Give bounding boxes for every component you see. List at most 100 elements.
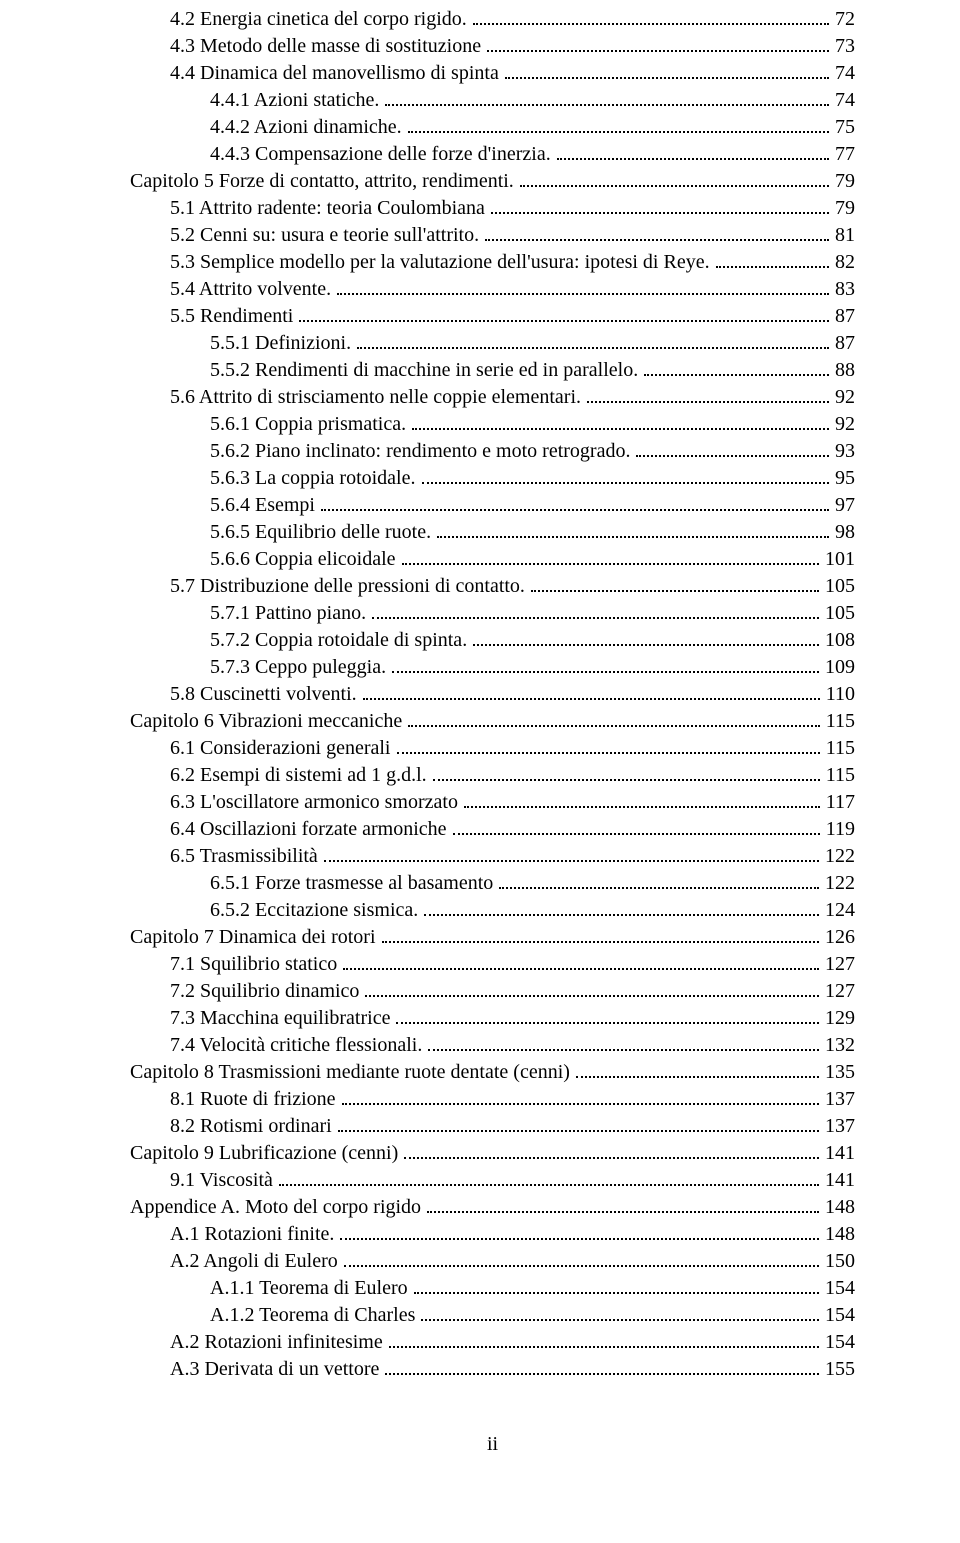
toc-entry: 4.4 Dinamica del manovellismo di spinta7… — [130, 60, 855, 87]
toc-label: A.2 Rotazioni infinitesime — [170, 1329, 387, 1356]
toc-leader-dots — [414, 1292, 819, 1294]
toc-page-number: 115 — [822, 762, 855, 789]
toc-leader-dots — [365, 995, 819, 997]
toc-label: 5.4 Attrito volvente. — [170, 276, 335, 303]
toc-entry: 5.7 Distribuzione delle pressioni di con… — [130, 573, 855, 600]
toc-label: 4.4.3 Compensazione delle forze d'inerzi… — [210, 141, 555, 168]
toc-entry: Capitolo 8 Trasmissioni mediante ruote d… — [130, 1059, 855, 1086]
toc-leader-dots — [428, 1049, 819, 1051]
toc-entry: 5.8 Cuscinetti volventi.110 — [130, 681, 855, 708]
toc-entry: 5.6.5 Equilibrio delle ruote. 98 — [130, 519, 855, 546]
toc-page-number: 126 — [821, 924, 855, 951]
toc-label: 5.5.1 Definizioni. — [210, 330, 355, 357]
toc-page-number: 108 — [821, 627, 855, 654]
toc-leader-dots — [385, 1373, 819, 1375]
toc-leader-dots — [408, 725, 820, 727]
toc-entry: 6.1 Considerazioni generali115 — [130, 735, 855, 762]
page-footer-number: ii — [130, 1431, 855, 1458]
toc-leader-dots — [531, 590, 819, 592]
toc-page-number: 87 — [831, 303, 855, 330]
toc-label: 6.5.2 Eccitazione sismica. — [210, 897, 422, 924]
toc-page-number: 115 — [822, 708, 855, 735]
toc-leader-dots — [324, 860, 819, 862]
toc-label: 5.3 Semplice modello per la valutazione … — [170, 249, 714, 276]
toc-entry: 6.5 Trasmissibilità122 — [130, 843, 855, 870]
toc-label: 4.2 Energia cinetica del corpo rigido. — [170, 6, 471, 33]
toc-label: 4.3 Metodo delle masse di sostituzione — [170, 33, 485, 60]
toc-leader-dots — [389, 1346, 819, 1348]
toc-label: 5.7.3 Ceppo puleggia. — [210, 654, 390, 681]
toc-page-number: 127 — [821, 951, 855, 978]
toc-entry: 5.6.6 Coppia elicoidale101 — [130, 546, 855, 573]
toc-entry: 5.7.2 Coppia rotoidale di spinta.108 — [130, 627, 855, 654]
toc-entry: 4.4.3 Compensazione delle forze d'inerzi… — [130, 141, 855, 168]
toc-leader-dots — [408, 131, 829, 133]
toc-leader-dots — [357, 347, 829, 349]
toc-leader-dots — [557, 158, 829, 160]
toc-entry: 5.7.1 Pattino piano.105 — [130, 600, 855, 627]
toc-entry: 5.6.4 Esempi97 — [130, 492, 855, 519]
toc-label: 5.5.2 Rendimenti di macchine in serie ed… — [210, 357, 642, 384]
toc-leader-dots — [397, 752, 820, 754]
toc-page-number: 105 — [821, 573, 855, 600]
toc-leader-dots — [344, 1265, 819, 1267]
toc-page-number: 155 — [821, 1356, 855, 1383]
toc-leader-dots — [422, 482, 830, 484]
toc-leader-dots — [636, 455, 829, 457]
toc-page-number: 82 — [831, 249, 855, 276]
toc-entry: Capitolo 5 Forze di contatto, attrito, r… — [130, 168, 855, 195]
toc-label: 5.6.5 Equilibrio delle ruote. — [210, 519, 435, 546]
toc-label: 4.4 Dinamica del manovellismo di spinta — [170, 60, 503, 87]
toc-label: 5.6.2 Piano inclinato: rendimento e moto… — [210, 438, 634, 465]
toc-page-number: 98 — [831, 519, 855, 546]
toc-entry: Capitolo 7 Dinamica dei rotori126 — [130, 924, 855, 951]
toc-label: 6.3 L'oscillatore armonico smorzato — [170, 789, 462, 816]
toc-label: 5.6.6 Coppia elicoidale — [210, 546, 400, 573]
toc-label: 4.4.1 Azioni statiche. — [210, 87, 383, 114]
toc-entry: A.3 Derivata di un vettore 155 — [130, 1356, 855, 1383]
toc-entry: 7.4 Velocità critiche flessionali.132 — [130, 1032, 855, 1059]
toc-leader-dots — [404, 1157, 819, 1159]
toc-label: 4.4.2 Azioni dinamiche. — [210, 114, 406, 141]
toc-entry: 5.3 Semplice modello per la valutazione … — [130, 249, 855, 276]
toc-page-number: 137 — [821, 1113, 855, 1140]
toc-leader-dots — [437, 536, 829, 538]
toc-page-number: 148 — [821, 1221, 855, 1248]
toc-page-number: 127 — [821, 978, 855, 1005]
toc-entry: 9.1 Viscosità141 — [130, 1167, 855, 1194]
toc-entry: 5.5 Rendimenti87 — [130, 303, 855, 330]
toc-label: 5.1 Attrito radente: teoria Coulombiana — [170, 195, 489, 222]
toc-leader-dots — [382, 941, 820, 943]
toc-entry: 5.1 Attrito radente: teoria Coulombiana7… — [130, 195, 855, 222]
toc-page-number: 119 — [822, 816, 855, 843]
toc-label: 5.7.1 Pattino piano. — [210, 600, 370, 627]
toc-leader-dots — [473, 23, 829, 25]
toc-label: A.1.1 Teorema di Eulero — [210, 1275, 412, 1302]
toc-leader-dots — [321, 509, 829, 511]
toc-page-number: 109 — [821, 654, 855, 681]
toc-entry: 7.1 Squilibrio statico 127 — [130, 951, 855, 978]
toc-leader-dots — [485, 239, 829, 241]
toc-entry: Capitolo 9 Lubrificazione (cenni)141 — [130, 1140, 855, 1167]
toc-entry: 6.3 L'oscillatore armonico smorzato117 — [130, 789, 855, 816]
toc-page-number: 92 — [831, 384, 855, 411]
toc-entry: Appendice A. Moto del corpo rigido148 — [130, 1194, 855, 1221]
toc-label: 6.1 Considerazioni generali — [170, 735, 395, 762]
toc-page-number: 124 — [821, 897, 855, 924]
toc-label: A.1.2 Teorema di Charles — [210, 1302, 419, 1329]
toc-label: A.3 Derivata di un vettore — [170, 1356, 383, 1383]
toc-page-number: 154 — [821, 1329, 855, 1356]
toc-page-number: 72 — [831, 6, 855, 33]
toc-leader-dots — [427, 1211, 819, 1213]
toc-entry: 5.2 Cenni su: usura e teorie sull'attrit… — [130, 222, 855, 249]
toc-label: Capitolo 8 Trasmissioni mediante ruote d… — [130, 1059, 574, 1086]
toc-page-number: 74 — [831, 87, 855, 114]
toc-leader-dots — [421, 1319, 819, 1321]
toc-entry: 5.6.1 Coppia prismatica.92 — [130, 411, 855, 438]
toc-label: 7.1 Squilibrio statico — [170, 951, 341, 978]
toc-leader-dots — [491, 212, 829, 214]
toc-entry: A.2 Angoli di Eulero150 — [130, 1248, 855, 1275]
toc-entry: 5.6.2 Piano inclinato: rendimento e moto… — [130, 438, 855, 465]
toc-leader-dots — [487, 50, 829, 52]
toc-label: 9.1 Viscosità — [170, 1167, 277, 1194]
